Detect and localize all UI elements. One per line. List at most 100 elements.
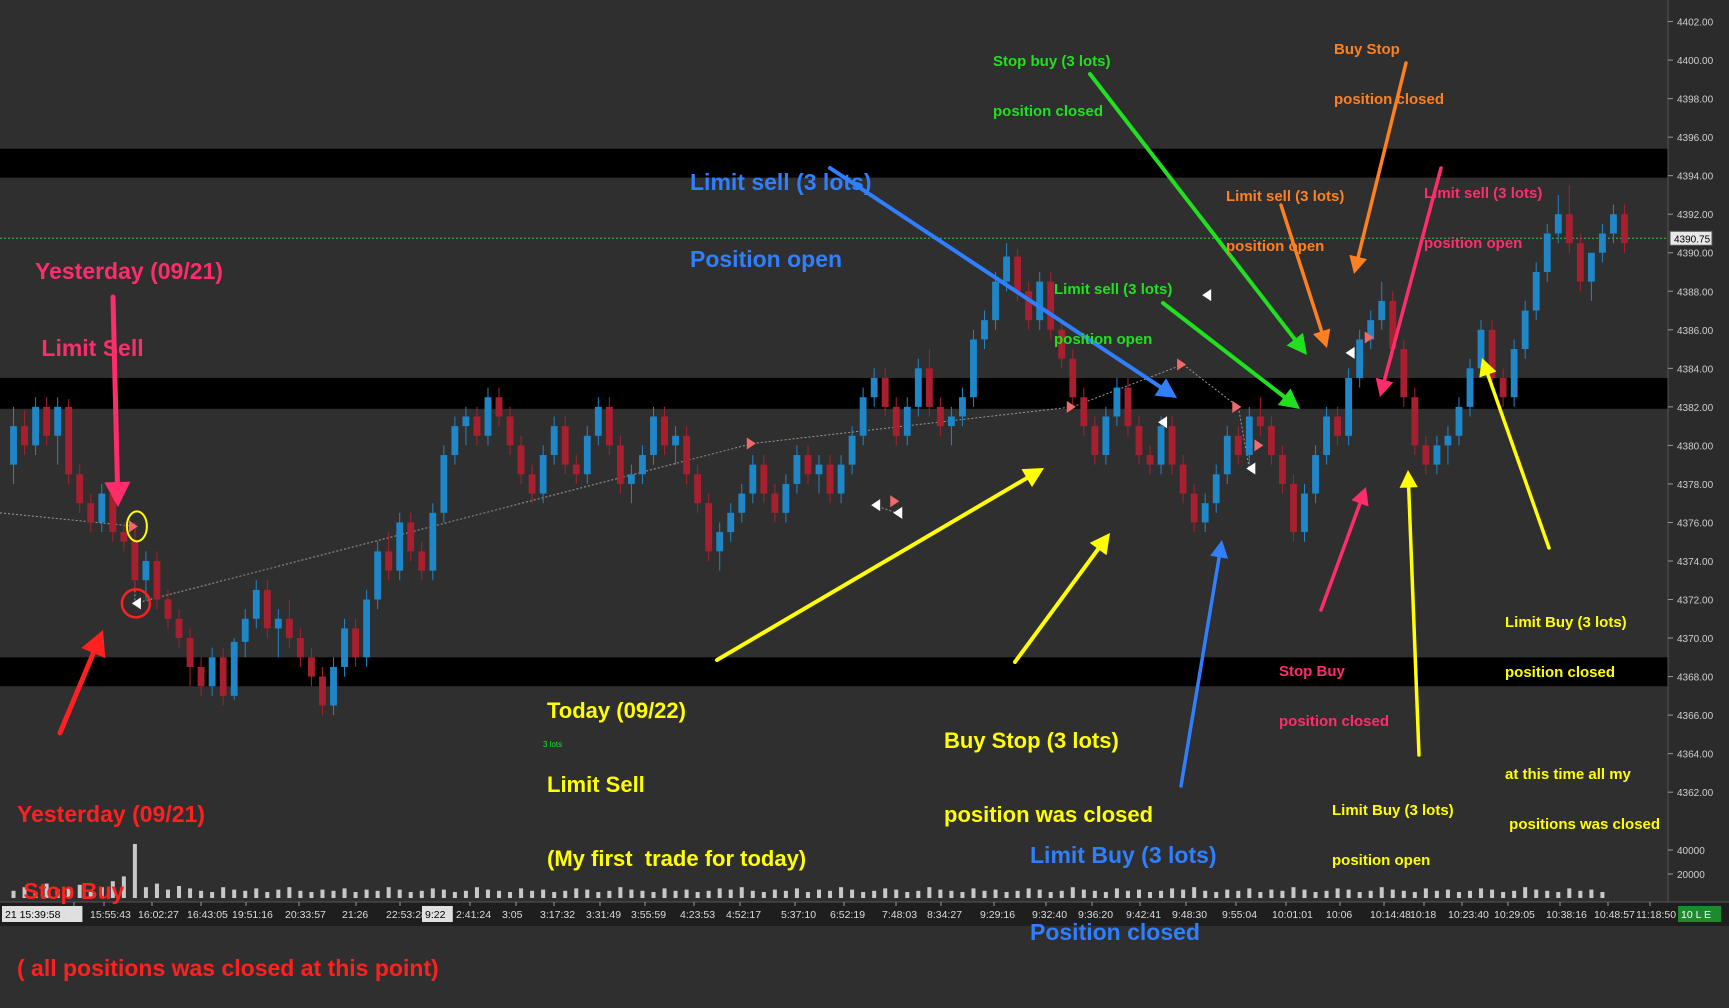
candle bbox=[1212, 464, 1220, 513]
candle-body bbox=[308, 657, 315, 677]
price-band bbox=[0, 657, 1668, 687]
candle-body bbox=[451, 426, 459, 456]
candle-body bbox=[1146, 455, 1154, 465]
candle-body bbox=[1157, 426, 1165, 465]
candle-body bbox=[1345, 377, 1353, 436]
candle-body bbox=[1422, 445, 1430, 465]
volume-bar bbox=[331, 890, 336, 898]
candle bbox=[661, 406, 668, 456]
candle-body bbox=[981, 320, 988, 340]
annotation-stop-buy-position-closed-pink: Stop Buy position closed bbox=[1279, 630, 1389, 748]
time-tag-box bbox=[1678, 906, 1722, 922]
volume-bar bbox=[872, 890, 877, 898]
volume-bar bbox=[1291, 887, 1296, 898]
annotation-limit-sell-position-open-green: Limit sell (3 lots) position open bbox=[1054, 248, 1172, 366]
price-tick-label: 4382.00 bbox=[1677, 403, 1714, 414]
candle bbox=[936, 397, 944, 436]
candle bbox=[506, 406, 514, 456]
annotation-arrow bbox=[1399, 470, 1421, 757]
candle bbox=[826, 455, 834, 504]
candle bbox=[164, 589, 172, 629]
arrow-head bbox=[1286, 332, 1307, 355]
volume-bar bbox=[364, 889, 369, 898]
candle-body bbox=[661, 416, 668, 446]
annotation-line: Limit Buy (3 lots) bbox=[1505, 613, 1627, 631]
candle-body bbox=[506, 416, 514, 446]
candle bbox=[650, 406, 657, 465]
volume-bar bbox=[1600, 892, 1605, 898]
volume-bar bbox=[1092, 890, 1097, 898]
volume-bar bbox=[177, 886, 182, 898]
candle-body bbox=[32, 406, 40, 446]
annotation-line: Limit sell (3 lots) bbox=[1226, 187, 1345, 205]
annotation-arrow bbox=[57, 630, 106, 736]
annotation-line: position open bbox=[1424, 234, 1523, 252]
candle-body bbox=[1124, 387, 1132, 427]
highlight-circle bbox=[125, 510, 148, 543]
candle bbox=[429, 503, 437, 581]
candle-body bbox=[429, 512, 437, 571]
candle bbox=[285, 599, 293, 648]
price-tick-label: 4388.00 bbox=[1677, 287, 1714, 298]
candle-body bbox=[21, 426, 28, 446]
candle bbox=[628, 464, 635, 504]
candle-body bbox=[241, 618, 249, 642]
volume-bar bbox=[1214, 892, 1219, 898]
time-tick-label: 16:43:05 bbox=[187, 909, 228, 921]
volume-bar bbox=[541, 889, 546, 898]
buy-marker bbox=[1246, 462, 1256, 475]
volume-bar bbox=[1589, 889, 1594, 898]
candle-body bbox=[219, 657, 227, 696]
volume-bar bbox=[143, 887, 148, 898]
candle-body bbox=[1058, 329, 1066, 359]
annotation-buy-stop-position-closed-orange: Buy Stop position closed bbox=[1334, 8, 1444, 126]
candle bbox=[1190, 483, 1198, 533]
annotation-limit-sell-position-open-orange: Limit sell (3 lots) position open bbox=[1226, 155, 1344, 273]
volume-bar bbox=[408, 892, 413, 898]
candle bbox=[1256, 397, 1264, 436]
volume-bar bbox=[1578, 890, 1583, 898]
arrow-head bbox=[1312, 328, 1331, 348]
buy-marker bbox=[1202, 289, 1212, 302]
candle bbox=[1267, 416, 1275, 465]
volume-bar bbox=[1059, 890, 1064, 898]
candle bbox=[1576, 233, 1584, 292]
volume-bar bbox=[1346, 889, 1351, 898]
time-tick-label: 16:02:27 bbox=[138, 909, 179, 921]
candle-body bbox=[1113, 387, 1121, 417]
candle bbox=[639, 445, 646, 484]
candle bbox=[1146, 445, 1154, 475]
volume-bar bbox=[419, 890, 424, 898]
volume-bar bbox=[1004, 892, 1009, 898]
candle bbox=[308, 647, 315, 687]
candle bbox=[1290, 474, 1297, 542]
volume-bar bbox=[11, 890, 16, 898]
candle bbox=[451, 416, 459, 465]
candle bbox=[1499, 368, 1507, 407]
candle bbox=[98, 483, 106, 533]
volume-bar bbox=[1236, 890, 1241, 898]
volume-bar bbox=[463, 890, 468, 898]
candle-body bbox=[1267, 426, 1275, 456]
price-tick-label: 4366.00 bbox=[1677, 711, 1714, 722]
candle-body bbox=[76, 474, 84, 504]
volume-bar bbox=[1335, 888, 1340, 898]
annotation-line: Limit sell (3 lots) bbox=[1424, 184, 1543, 202]
candle bbox=[330, 657, 337, 716]
buy-marker bbox=[1345, 346, 1355, 359]
arrow-shaft bbox=[1161, 301, 1287, 399]
candle bbox=[583, 426, 591, 484]
volume-bar bbox=[1434, 890, 1439, 898]
candle-body bbox=[970, 339, 977, 398]
volume-bar bbox=[761, 892, 766, 898]
volume-bar bbox=[1401, 890, 1406, 898]
candle bbox=[32, 397, 40, 456]
candle-body bbox=[263, 589, 271, 629]
candle-body bbox=[1179, 464, 1187, 494]
volume-bar bbox=[960, 892, 965, 898]
trade-connector bbox=[1182, 364, 1239, 408]
volume-bar bbox=[1136, 889, 1141, 898]
trade-markers bbox=[120, 289, 1374, 619]
candle bbox=[892, 397, 900, 446]
volume-bar bbox=[607, 890, 612, 898]
